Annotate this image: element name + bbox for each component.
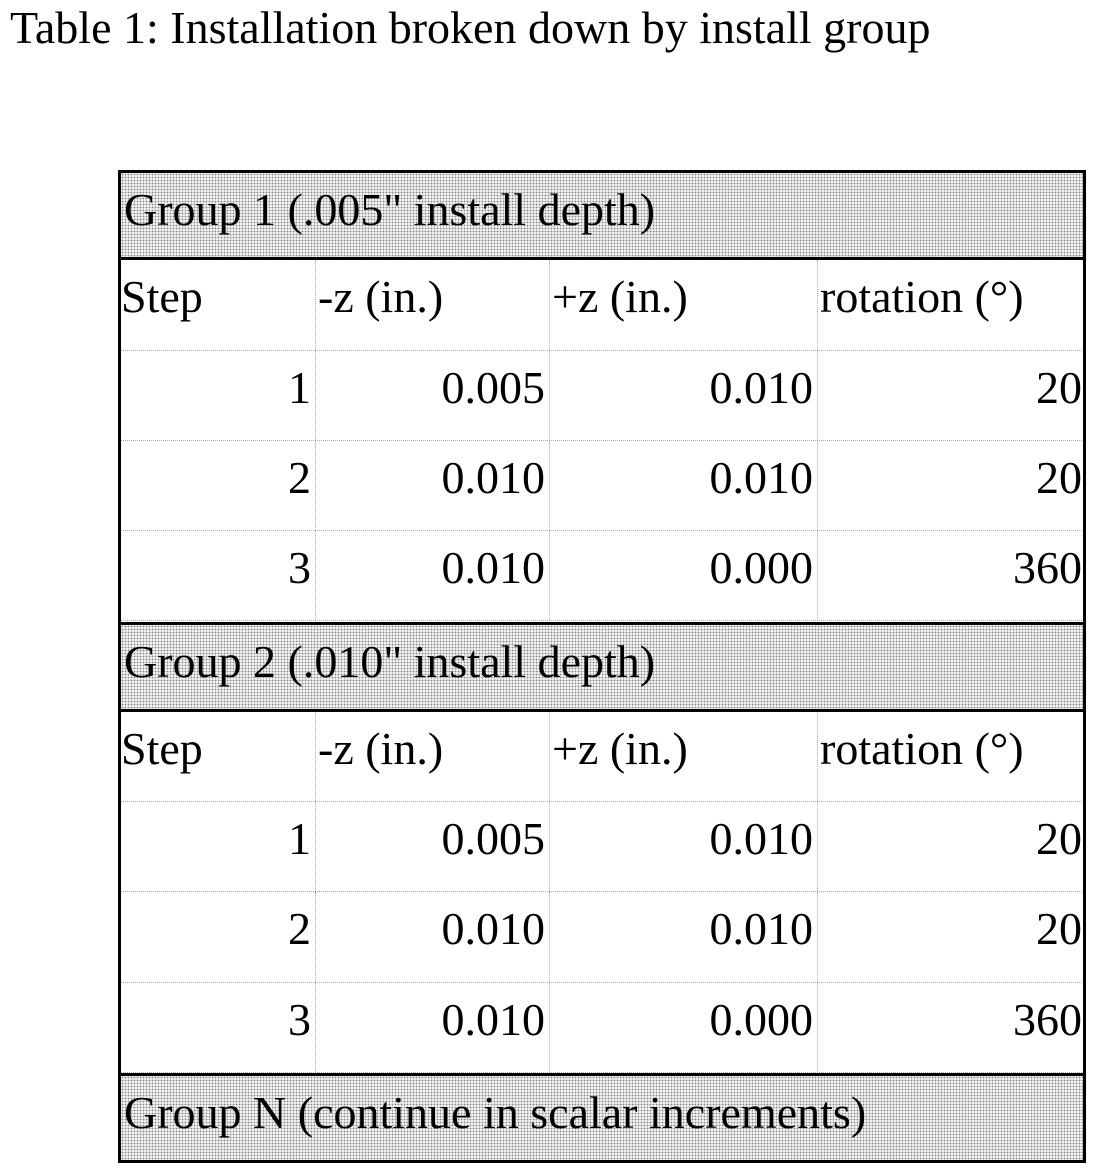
table-cell: 0.005 [315,802,549,891]
table-cell: 0.000 [549,531,817,620]
column-divider [817,531,818,620]
column-divider [817,260,818,349]
group-heading-row: Group 1 (.005" install depth) [118,170,1086,260]
column-divider [549,441,550,530]
column-divider [549,712,550,801]
column-divider [549,351,550,440]
data-row: 10.0050.01020 [118,351,1086,441]
column-divider [315,983,316,1072]
table-cell: 0.010 [315,892,549,981]
data-row: 20.0100.01020 [118,441,1086,531]
header-row: Step-z (in.)+z (in.)rotation (°) [118,260,1086,350]
column-divider [549,802,550,891]
column-divider [549,892,550,981]
table-cell: 3 [118,531,315,620]
column-header: +z (in.) [549,712,817,801]
table-cell: 0.005 [315,351,549,440]
table-cell: 1 [118,802,315,891]
column-divider [549,260,550,349]
table-cell: 0.010 [549,441,817,530]
table-cell: 20 [817,351,1086,440]
column-header: rotation (°) [817,260,1086,349]
data-row: 20.0100.01020 [118,892,1086,982]
table-cell: 20 [817,441,1086,530]
table-cell: 0.010 [315,441,549,530]
header-row: Step-z (in.)+z (in.)rotation (°) [118,712,1086,802]
column-divider [315,531,316,620]
data-row: 30.0100.000360 [118,531,1086,621]
table-cell: 1 [118,351,315,440]
table-cell: 0.010 [315,983,549,1072]
column-header: -z (in.) [315,712,549,801]
table-cell: 3 [118,983,315,1072]
table-cell: 360 [817,983,1086,1072]
column-divider [315,260,316,349]
table-cell: 0.010 [549,351,817,440]
column-divider [817,441,818,530]
column-divider [315,441,316,530]
group-heading-row: Group 2 (.010" install depth) [118,622,1086,712]
column-divider [315,892,316,981]
column-divider [817,712,818,801]
table-cell: 360 [817,531,1086,620]
table-cell: 0.010 [315,531,549,620]
column-divider [817,892,818,981]
table-title: Table 1: Installation broken down by ins… [10,0,930,56]
table-cell: 2 [118,892,315,981]
data-row: 10.0050.01020 [118,802,1086,892]
group-heading: Group N (continue in scalar increments) [121,1076,866,1160]
column-header: rotation (°) [817,712,1086,801]
group-heading: Group 1 (.005" install depth) [121,173,655,257]
column-divider [817,351,818,440]
table-cell: 2 [118,441,315,530]
data-row: 30.0100.000360 [118,983,1086,1073]
column-header: Step [118,260,315,349]
column-divider [315,802,316,891]
column-divider [315,351,316,440]
column-divider [549,983,550,1072]
column-divider [817,802,818,891]
column-header: +z (in.) [549,260,817,349]
column-divider [817,983,818,1072]
column-header: Step [118,712,315,801]
table-cell: 0.000 [549,983,817,1072]
table-cell: 0.010 [549,892,817,981]
column-header: -z (in.) [315,260,549,349]
group-heading: Group 2 (.010" install depth) [121,625,655,709]
table-cell: 20 [817,802,1086,891]
page: Table 1: Installation broken down by ins… [0,0,1098,1169]
table-cell: 0.010 [549,802,817,891]
column-divider [549,531,550,620]
column-divider [315,712,316,801]
table-cell: 20 [817,892,1086,981]
group-heading-row: Group N (continue in scalar increments) [118,1073,1086,1163]
